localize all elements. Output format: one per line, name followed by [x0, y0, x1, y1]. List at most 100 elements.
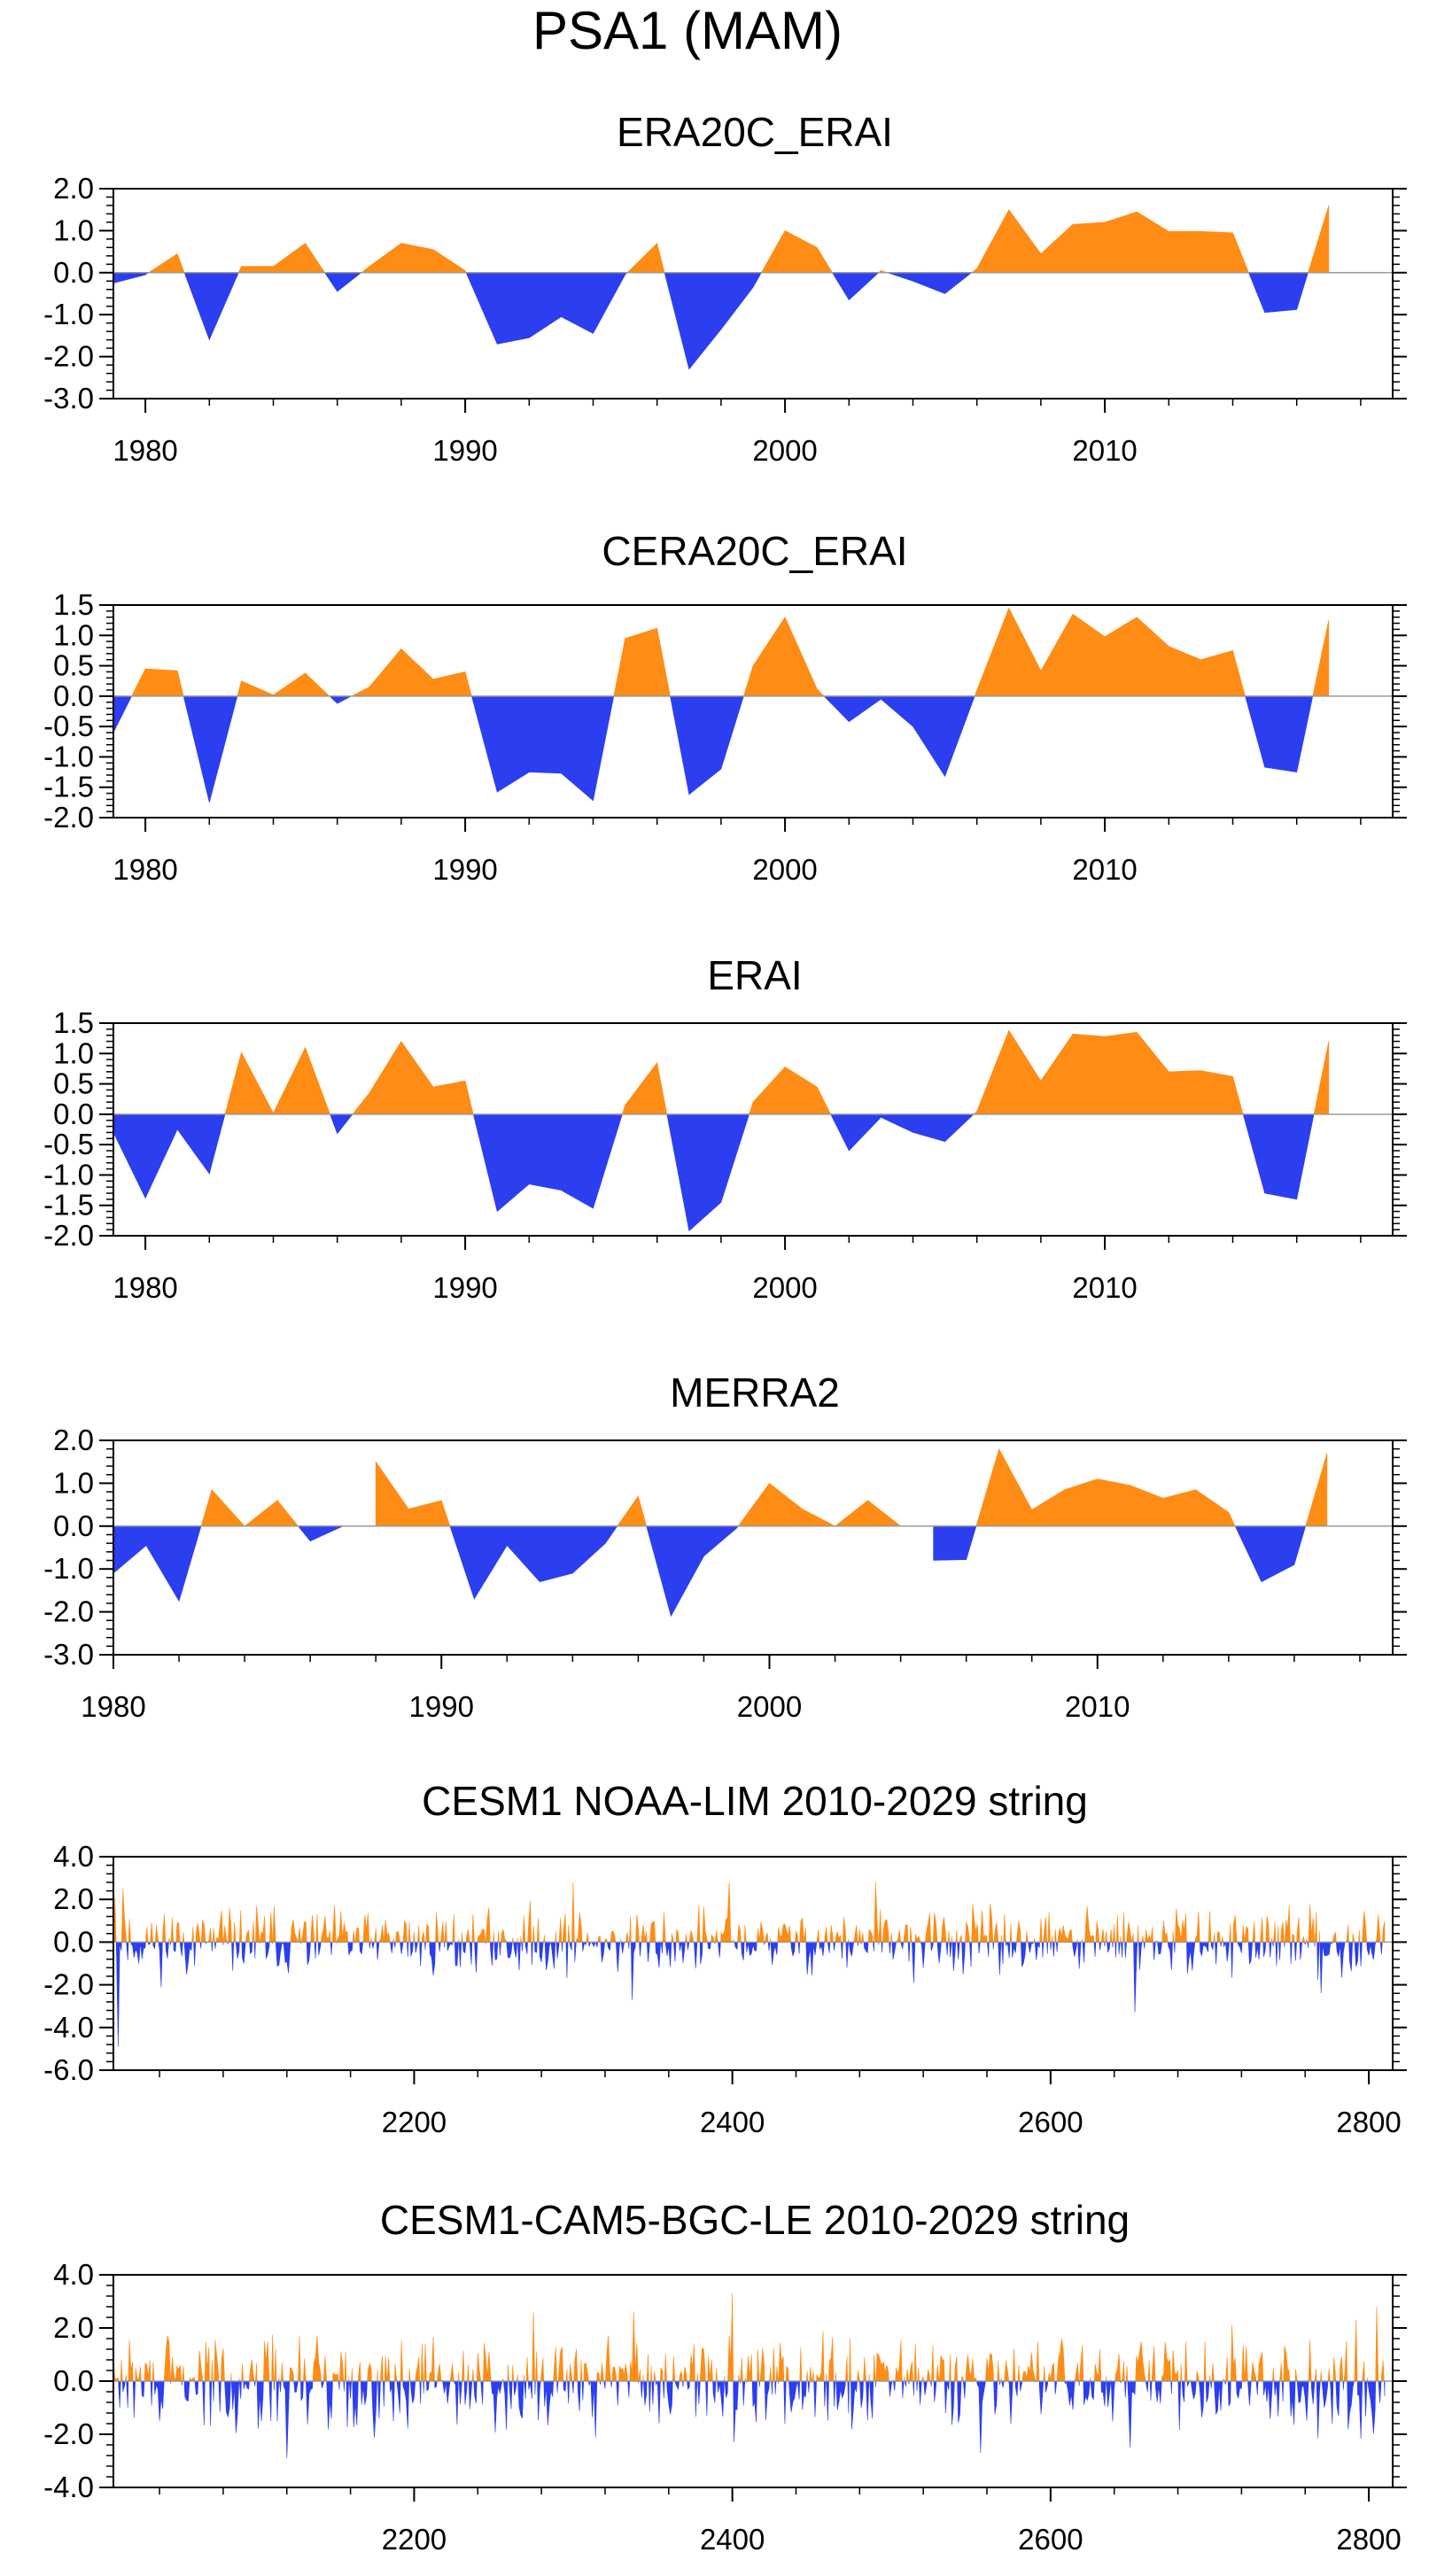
x-tick-label: 2400 [700, 2106, 765, 2138]
negative-area [745, 1942, 757, 1956]
negative-area [276, 2380, 279, 2422]
negative-area [283, 2380, 291, 2459]
negative-area [655, 2380, 661, 2424]
positive-area [997, 2360, 1000, 2382]
negative-area [826, 2380, 829, 2421]
positive-area [1232, 1915, 1239, 1943]
positive-area [224, 1046, 331, 1115]
positive-area [959, 1935, 962, 1943]
positive-area [354, 1927, 361, 1943]
negative-area [1038, 2380, 1045, 2415]
negative-area [249, 1942, 253, 1955]
negative-area [1272, 1942, 1274, 1947]
positive-area [254, 2363, 258, 2382]
x-tick-label: 2200 [382, 2523, 447, 2556]
negative-area [712, 2380, 717, 2403]
negative-area [1231, 1942, 1234, 1978]
negative-area [474, 1942, 478, 1973]
negative-area [1121, 1942, 1123, 1959]
y-tick-label: 2.0 [53, 172, 94, 205]
y-tick-label: -1.5 [43, 771, 94, 803]
negative-area [830, 1113, 975, 1152]
positive-area [809, 2366, 812, 2382]
positive-area [558, 1918, 563, 1943]
positive-area [777, 1923, 792, 1943]
negative-area [352, 2380, 359, 2428]
negative-area [214, 1942, 217, 1949]
negative-area [1186, 1942, 1196, 1974]
positive-area [757, 2349, 760, 2382]
positive-area [444, 1921, 447, 1943]
positive-area [1119, 1936, 1122, 1943]
y-tick-label: -2.0 [43, 340, 94, 373]
negative-area [717, 2380, 725, 2417]
positive-area [740, 2358, 743, 2382]
positive-area [618, 2363, 628, 2382]
negative-area [1083, 2380, 1091, 2405]
negative-area [616, 2380, 619, 2406]
negative-area [1157, 1942, 1162, 1955]
y-tick-label: 0.5 [53, 649, 94, 682]
negative-area [1077, 1942, 1082, 1969]
negative-area [681, 2380, 684, 2387]
positive-area [1194, 1911, 1200, 1943]
positive-area [920, 2376, 924, 2382]
positive-area [737, 1924, 742, 1943]
negative-area [493, 1942, 499, 1960]
positive-area [1314, 1912, 1317, 1943]
positive-area [849, 2338, 851, 2382]
positive-area [540, 2357, 545, 2382]
negative-area [183, 695, 238, 803]
positive-area [1016, 1920, 1021, 1943]
positive-area [1000, 1935, 1002, 1943]
positive-area [816, 1929, 820, 1943]
negative-area [1316, 2380, 1321, 2439]
panel-title: ERA20C_ERAI [617, 109, 893, 155]
negative-area [453, 2380, 459, 2425]
x-tick-label: 1980 [113, 1271, 177, 1304]
positive-area [241, 2363, 245, 2382]
positive-area [1125, 2365, 1129, 2382]
x-tick-label: 2000 [752, 853, 817, 886]
negative-area [458, 1942, 462, 1967]
positive-area [1279, 2363, 1283, 2382]
negative-area [1210, 1942, 1215, 1951]
negative-area [741, 1942, 745, 1961]
negative-area [1359, 1942, 1363, 1967]
positive-area [979, 1910, 988, 1943]
positive-area [727, 2293, 734, 2382]
negative-area [819, 1942, 825, 1957]
positive-area [625, 1931, 629, 1943]
positive-area [420, 2343, 424, 2382]
negative-area [130, 1942, 146, 1964]
positive-area [1292, 1933, 1295, 1943]
positive-area [1312, 620, 1330, 697]
negative-area [929, 2380, 932, 2387]
positive-area [641, 1924, 648, 1943]
negative-area [666, 1113, 750, 1232]
positive-area [352, 1041, 474, 1115]
negative-area [502, 2380, 509, 2430]
positive-area [759, 2347, 765, 2382]
positive-area [1260, 1917, 1264, 1943]
negative-area [797, 1942, 801, 1954]
positive-area [1039, 1918, 1043, 1943]
negative-area [400, 1942, 404, 1955]
negative-area [409, 2380, 416, 2404]
x-tick-label: 1980 [81, 1690, 145, 1723]
positive-area [351, 2368, 353, 2382]
positive-area [955, 1929, 958, 1943]
negative-area [1281, 2380, 1285, 2402]
positive-area [1043, 1917, 1048, 1943]
negative-area [273, 2380, 276, 2391]
negative-area [183, 2380, 190, 2402]
positive-area [824, 1927, 828, 1943]
negative-area [544, 1942, 552, 1970]
positive-area [571, 1882, 575, 1943]
negative-area [687, 2380, 690, 2391]
positive-area [985, 2353, 994, 2382]
negative-area [1177, 2380, 1182, 2431]
negative-area [581, 1942, 587, 1951]
positive-area [260, 1915, 267, 1943]
negative-area [674, 2380, 680, 2391]
